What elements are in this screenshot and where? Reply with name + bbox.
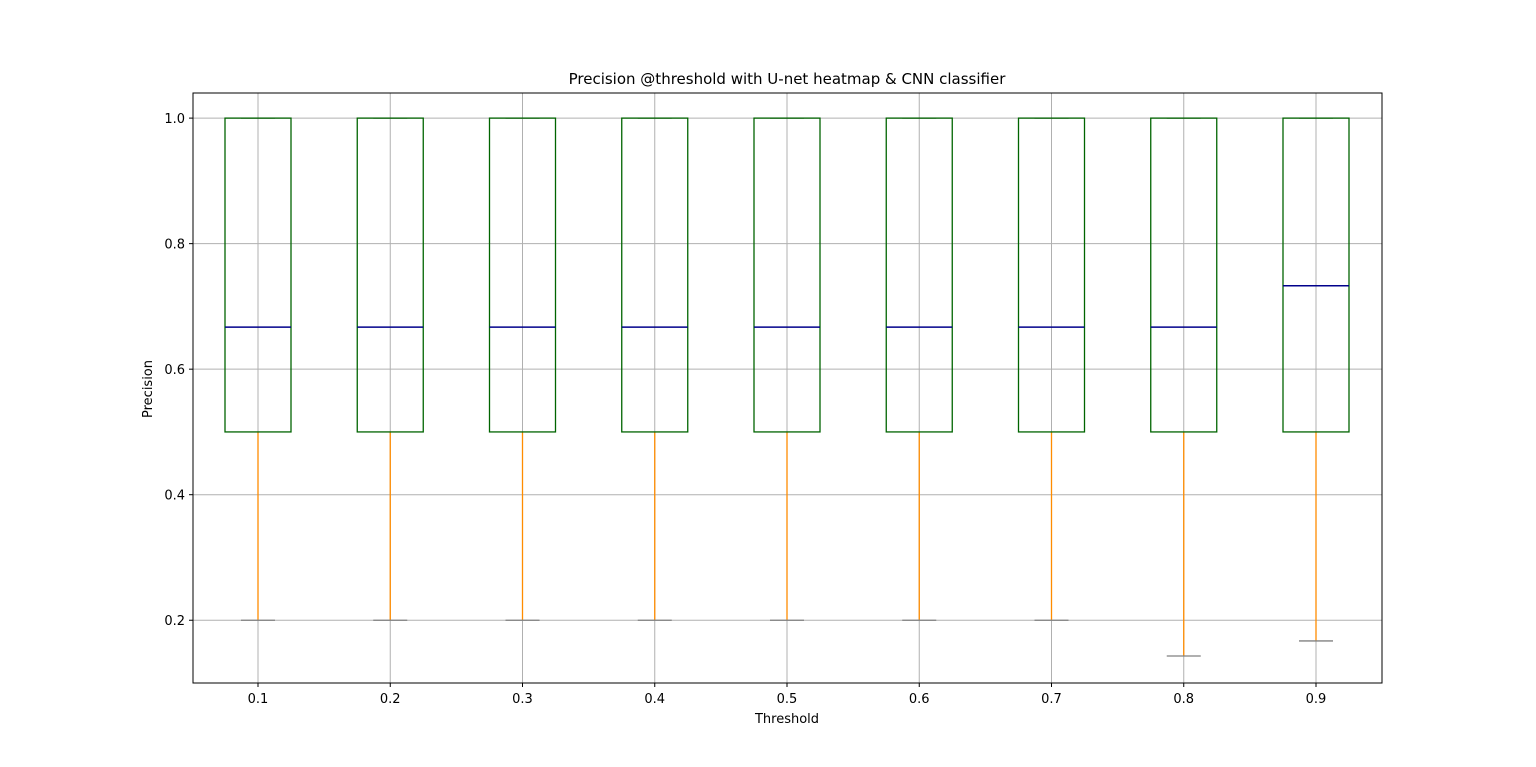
y-axis-label: Precision (141, 360, 156, 418)
x-tick-label: 0.3 (512, 692, 533, 707)
y-tick-label: 0.8 (164, 238, 185, 253)
x-tick-label: 0.6 (909, 692, 930, 707)
boxes (224, 117, 1350, 657)
iqr-box (885, 117, 953, 433)
x-tick-label: 0.1 (248, 692, 269, 707)
box-0.1 (224, 117, 292, 621)
iqr-box (753, 117, 821, 433)
x-tick-label: 0.7 (1041, 692, 1062, 707)
y-tick-label: 0.2 (164, 614, 185, 629)
x-tick-label: 0.2 (380, 692, 401, 707)
x-tick-label: 0.4 (644, 692, 665, 707)
y-tick-label: 1.0 (164, 112, 185, 127)
iqr-box (356, 117, 424, 433)
x-axis-label: Threshold (754, 712, 819, 727)
iqr-box (224, 117, 292, 433)
iqr-box (488, 117, 557, 433)
iqr-box (1150, 117, 1218, 433)
x-tick-label: 0.9 (1306, 692, 1327, 707)
y-tick-label: 0.6 (164, 363, 185, 378)
iqr-box (1017, 117, 1086, 433)
box-0.9 (1282, 117, 1350, 642)
box-0.8 (1150, 117, 1218, 657)
iqr-box (1282, 117, 1350, 433)
box-0.5 (753, 117, 821, 621)
x-tick-label: 0.5 (777, 692, 798, 707)
y-axis-ticks: 0.2 0.4 0.6 0.8 1.0 (164, 112, 193, 629)
x-axis-ticks: 0.1 0.2 0.3 0.4 0.5 0.6 0.7 0.8 0.9 (248, 683, 1327, 707)
x-tick-label: 0.8 (1173, 692, 1194, 707)
box-0.6 (885, 117, 953, 621)
y-tick-label: 0.4 (164, 489, 185, 504)
iqr-box (621, 117, 689, 433)
box-0.3 (488, 117, 557, 621)
box-0.4 (621, 117, 689, 621)
box-0.7 (1017, 117, 1086, 621)
box-0.2 (356, 117, 424, 621)
chart-title: Precision @threshold with U-net heatmap … (569, 70, 1007, 88)
